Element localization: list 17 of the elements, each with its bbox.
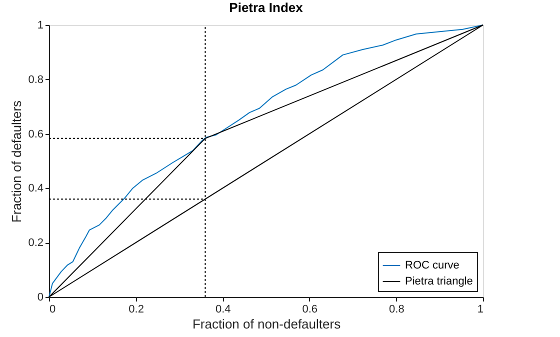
y-tick-label: 0.2 [28, 237, 44, 250]
y-axis-title: Fraction of defaulters [9, 100, 24, 223]
y-tick-label: 1 [37, 20, 44, 32]
x-tick-label: 0 [50, 304, 56, 316]
x-tick-label: 1 [477, 304, 484, 316]
legend-label: ROC curve [405, 260, 460, 272]
x-tick-label: 0.4 [215, 304, 231, 316]
x-tick-label: 0.2 [128, 304, 144, 316]
chart-title: Pietra Index [229, 0, 304, 15]
legend-label: Pietra triangle [405, 276, 473, 288]
y-tick-label: 0.4 [28, 182, 44, 195]
x-tick-label: 0.6 [302, 304, 318, 316]
x-tick-label: 0.8 [389, 304, 404, 316]
y-tick-label: 0.8 [28, 74, 44, 86]
x-axis-title: Fraction of non-defaulters [192, 316, 342, 332]
y-tick-label: 0.6 [28, 128, 44, 140]
y-tick-label: 0 [37, 292, 44, 304]
